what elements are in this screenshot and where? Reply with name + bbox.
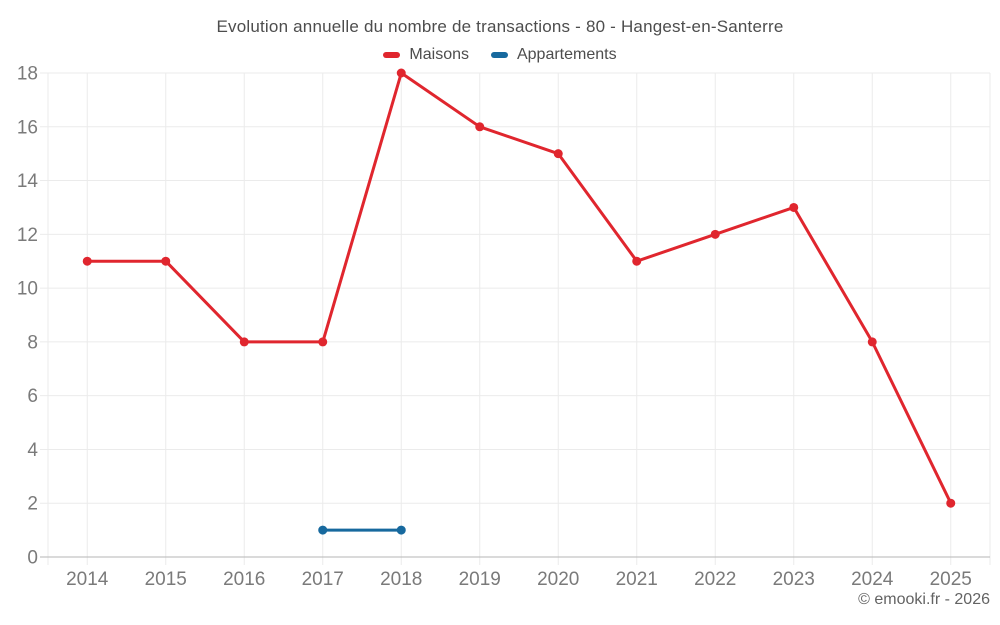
data-point-maisons-2019[interactable]	[475, 122, 485, 132]
data-point-maisons-2018[interactable]	[396, 68, 406, 78]
appartements-series-swatch-icon	[490, 52, 508, 58]
legend-item-label: Maisons	[409, 46, 469, 63]
x-tick-label: 2014	[66, 569, 109, 590]
maisons-series-swatch-icon	[383, 52, 401, 58]
x-tick-label: 2020	[537, 569, 579, 590]
data-point-maisons-2023[interactable]	[789, 202, 799, 212]
data-point-maisons-2020[interactable]	[553, 149, 563, 159]
x-tick-label: 2021	[616, 569, 658, 590]
y-tick-label: 14	[17, 171, 39, 192]
data-point-maisons-2017[interactable]	[318, 337, 328, 347]
data-point-maisons-2025[interactable]	[946, 498, 956, 508]
x-tick-label: 2018	[380, 569, 422, 590]
x-tick-label: 2019	[459, 569, 501, 590]
y-tick-label: 4	[27, 440, 38, 461]
data-point-maisons-2016[interactable]	[239, 337, 249, 347]
y-tick-label: 10	[17, 279, 38, 300]
chart-legend: Maisons Appartements	[0, 46, 1000, 64]
data-point-maisons-2022[interactable]	[710, 229, 720, 239]
x-tick-label: 2015	[145, 569, 187, 590]
data-point-appartements-2017[interactable]	[318, 525, 328, 535]
legend-item-appartements[interactable]: Appartements	[490, 46, 617, 64]
y-tick-label: 12	[17, 225, 38, 246]
y-tick-label: 18	[17, 64, 38, 85]
y-tick-label: 2	[27, 494, 38, 515]
chart-title: Evolution annuelle du nombre de transact…	[216, 17, 784, 36]
x-tick-label: 2017	[302, 569, 344, 590]
x-tick-label: 2023	[773, 569, 815, 590]
data-point-maisons-2015[interactable]	[161, 256, 171, 266]
data-point-maisons-2014[interactable]	[82, 256, 92, 266]
series-line-maisons	[85, 71, 953, 505]
footer-credit: © emooki.fr - 2026	[858, 591, 990, 608]
x-tick-label: 2024	[851, 569, 894, 590]
y-tick-label: 6	[27, 386, 38, 407]
y-tick-label: 16	[17, 117, 38, 138]
y-tick-label: 8	[27, 332, 38, 353]
data-point-appartements-2018[interactable]	[396, 525, 406, 535]
x-tick-label: 2022	[694, 569, 736, 590]
legend-item-maisons[interactable]: Maisons	[383, 46, 469, 64]
y-tick-label: 0	[27, 548, 38, 569]
x-tick-label: 2016	[223, 569, 265, 590]
legend-item-label: Appartements	[516, 46, 617, 63]
data-point-maisons-2024[interactable]	[867, 337, 877, 347]
data-point-maisons-2021[interactable]	[632, 256, 642, 266]
x-tick-label: 2025	[930, 569, 972, 590]
